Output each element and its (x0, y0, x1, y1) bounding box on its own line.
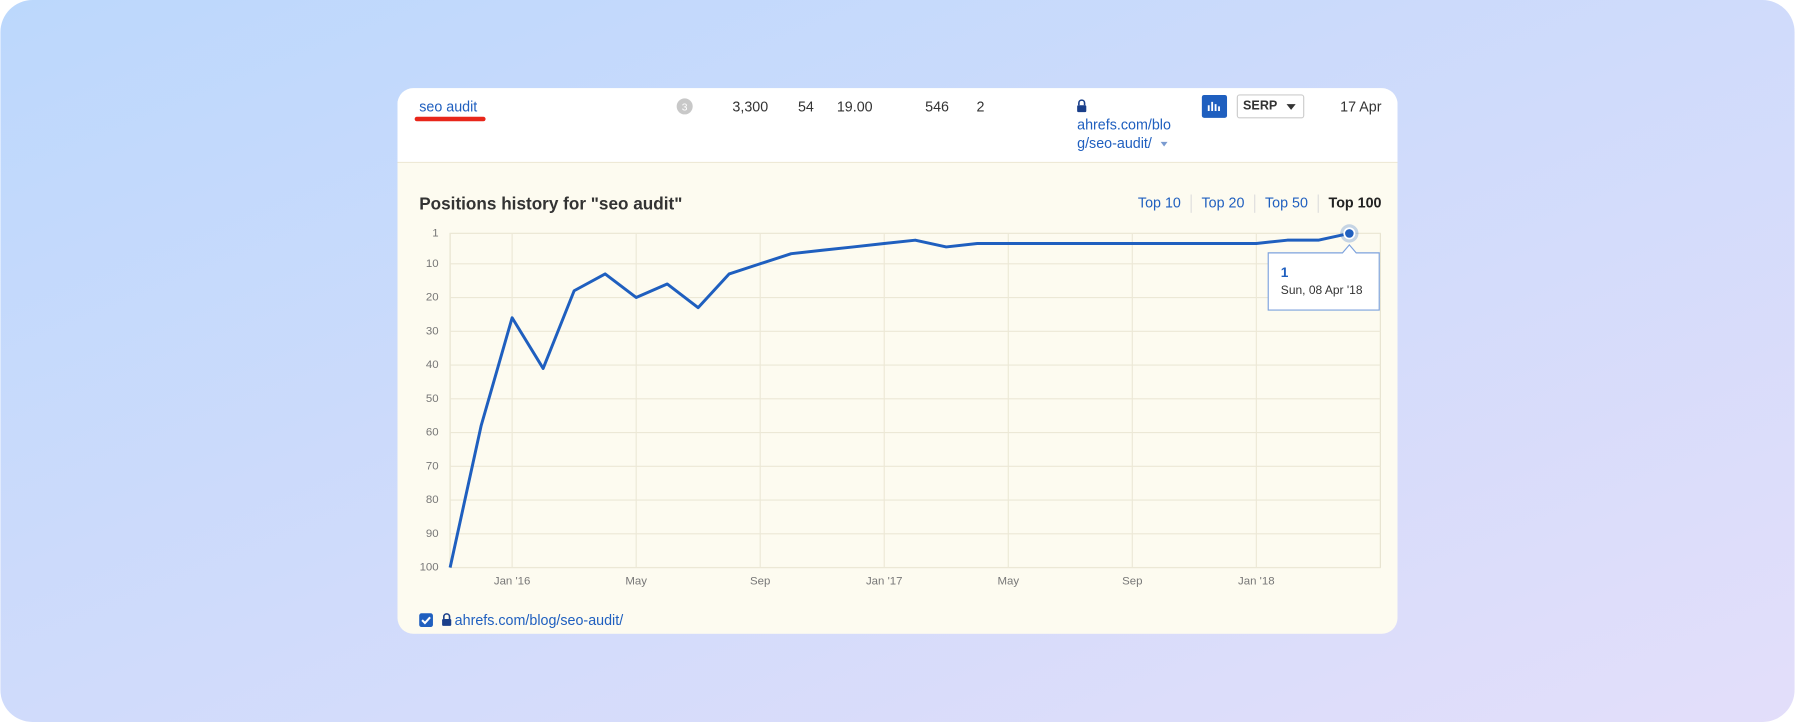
y-tick-label: 70 (426, 460, 439, 472)
row (397, 88, 1398, 163)
filter[interactable]: Top 100 (1329, 195, 1382, 211)
x-tick-label: Jan '18 (1238, 575, 1275, 587)
chart-title: Positions history for "seo audit" (419, 193, 682, 213)
y-tick-label: 30 (426, 325, 439, 337)
card-body (397, 88, 1398, 634)
caret (1160, 141, 1168, 147)
serp-label: SERP (1243, 99, 1277, 113)
underline (414, 116, 486, 122)
keyword[interactable]: seo audit (419, 99, 477, 115)
updated: 17 Apr (1340, 99, 1382, 115)
card (397, 88, 1398, 634)
chart-icon (1207, 101, 1220, 111)
traffic: 546 (925, 99, 949, 115)
x-tick-label: Sep (1122, 575, 1142, 587)
x-tick-label: Jan '17 (866, 575, 903, 587)
lock-icon (1077, 99, 1087, 113)
lock-icon (442, 613, 452, 626)
tooltip-value: 1 (1281, 265, 1289, 280)
chart-button[interactable] (1201, 94, 1228, 118)
filter[interactable]: Top 10 (1138, 195, 1181, 211)
volume: 3,300 (732, 99, 768, 115)
y-tick-label: 50 (426, 393, 439, 405)
url[interactable]: ahrefs.com/blo (1077, 118, 1171, 134)
badge (676, 98, 693, 115)
y-tick-label: 80 (426, 494, 439, 506)
hover-point (1343, 227, 1356, 240)
filter[interactable]: Top 50 (1265, 195, 1308, 211)
x-tick-label: May (625, 575, 647, 587)
cpc: 19.00 (837, 99, 873, 115)
caret (1286, 104, 1296, 110)
legend-label[interactable]: ahrefs.com/blog/seo-audit/ (455, 613, 624, 629)
y-tick-label: 10 (426, 258, 439, 270)
kd: 54 (798, 99, 814, 115)
y-tick-label: 1 (432, 227, 438, 239)
badge-text: 3 (682, 102, 688, 113)
y-tick-label: 40 (426, 359, 439, 371)
x-tick-label: Jan '16 (494, 575, 531, 587)
tooltip-box (1267, 243, 1380, 311)
checkmark (421, 616, 431, 625)
filter[interactable]: Top 20 (1201, 195, 1244, 211)
tooltip-date: Sun, 08 Apr '18 (1281, 283, 1363, 297)
position: 2 (976, 99, 984, 115)
tooltip: 1 Sun, 08 Apr '18 (1267, 243, 1380, 311)
y-tick-label: 90 (426, 528, 439, 540)
x-tick-label: Sep (750, 575, 770, 587)
y-tick-label: 60 (426, 427, 439, 439)
line (448, 231, 1350, 568)
filters: Top 100 Top 50 Top 20 Top 10 (1138, 194, 1382, 213)
plot: 1 10 20 30 40 50 60 70 80 90 100 Jan '16 May Sep Jan '… (420, 224, 1381, 587)
url[interactable]: g/seo-audit/ (1077, 136, 1152, 152)
x-tick-label: May (997, 575, 1019, 587)
y-tick-label: 20 (426, 292, 439, 304)
y-tick-label: 100 (420, 562, 439, 574)
serp-button[interactable] (1236, 94, 1305, 119)
checkbox[interactable] (419, 613, 433, 628)
